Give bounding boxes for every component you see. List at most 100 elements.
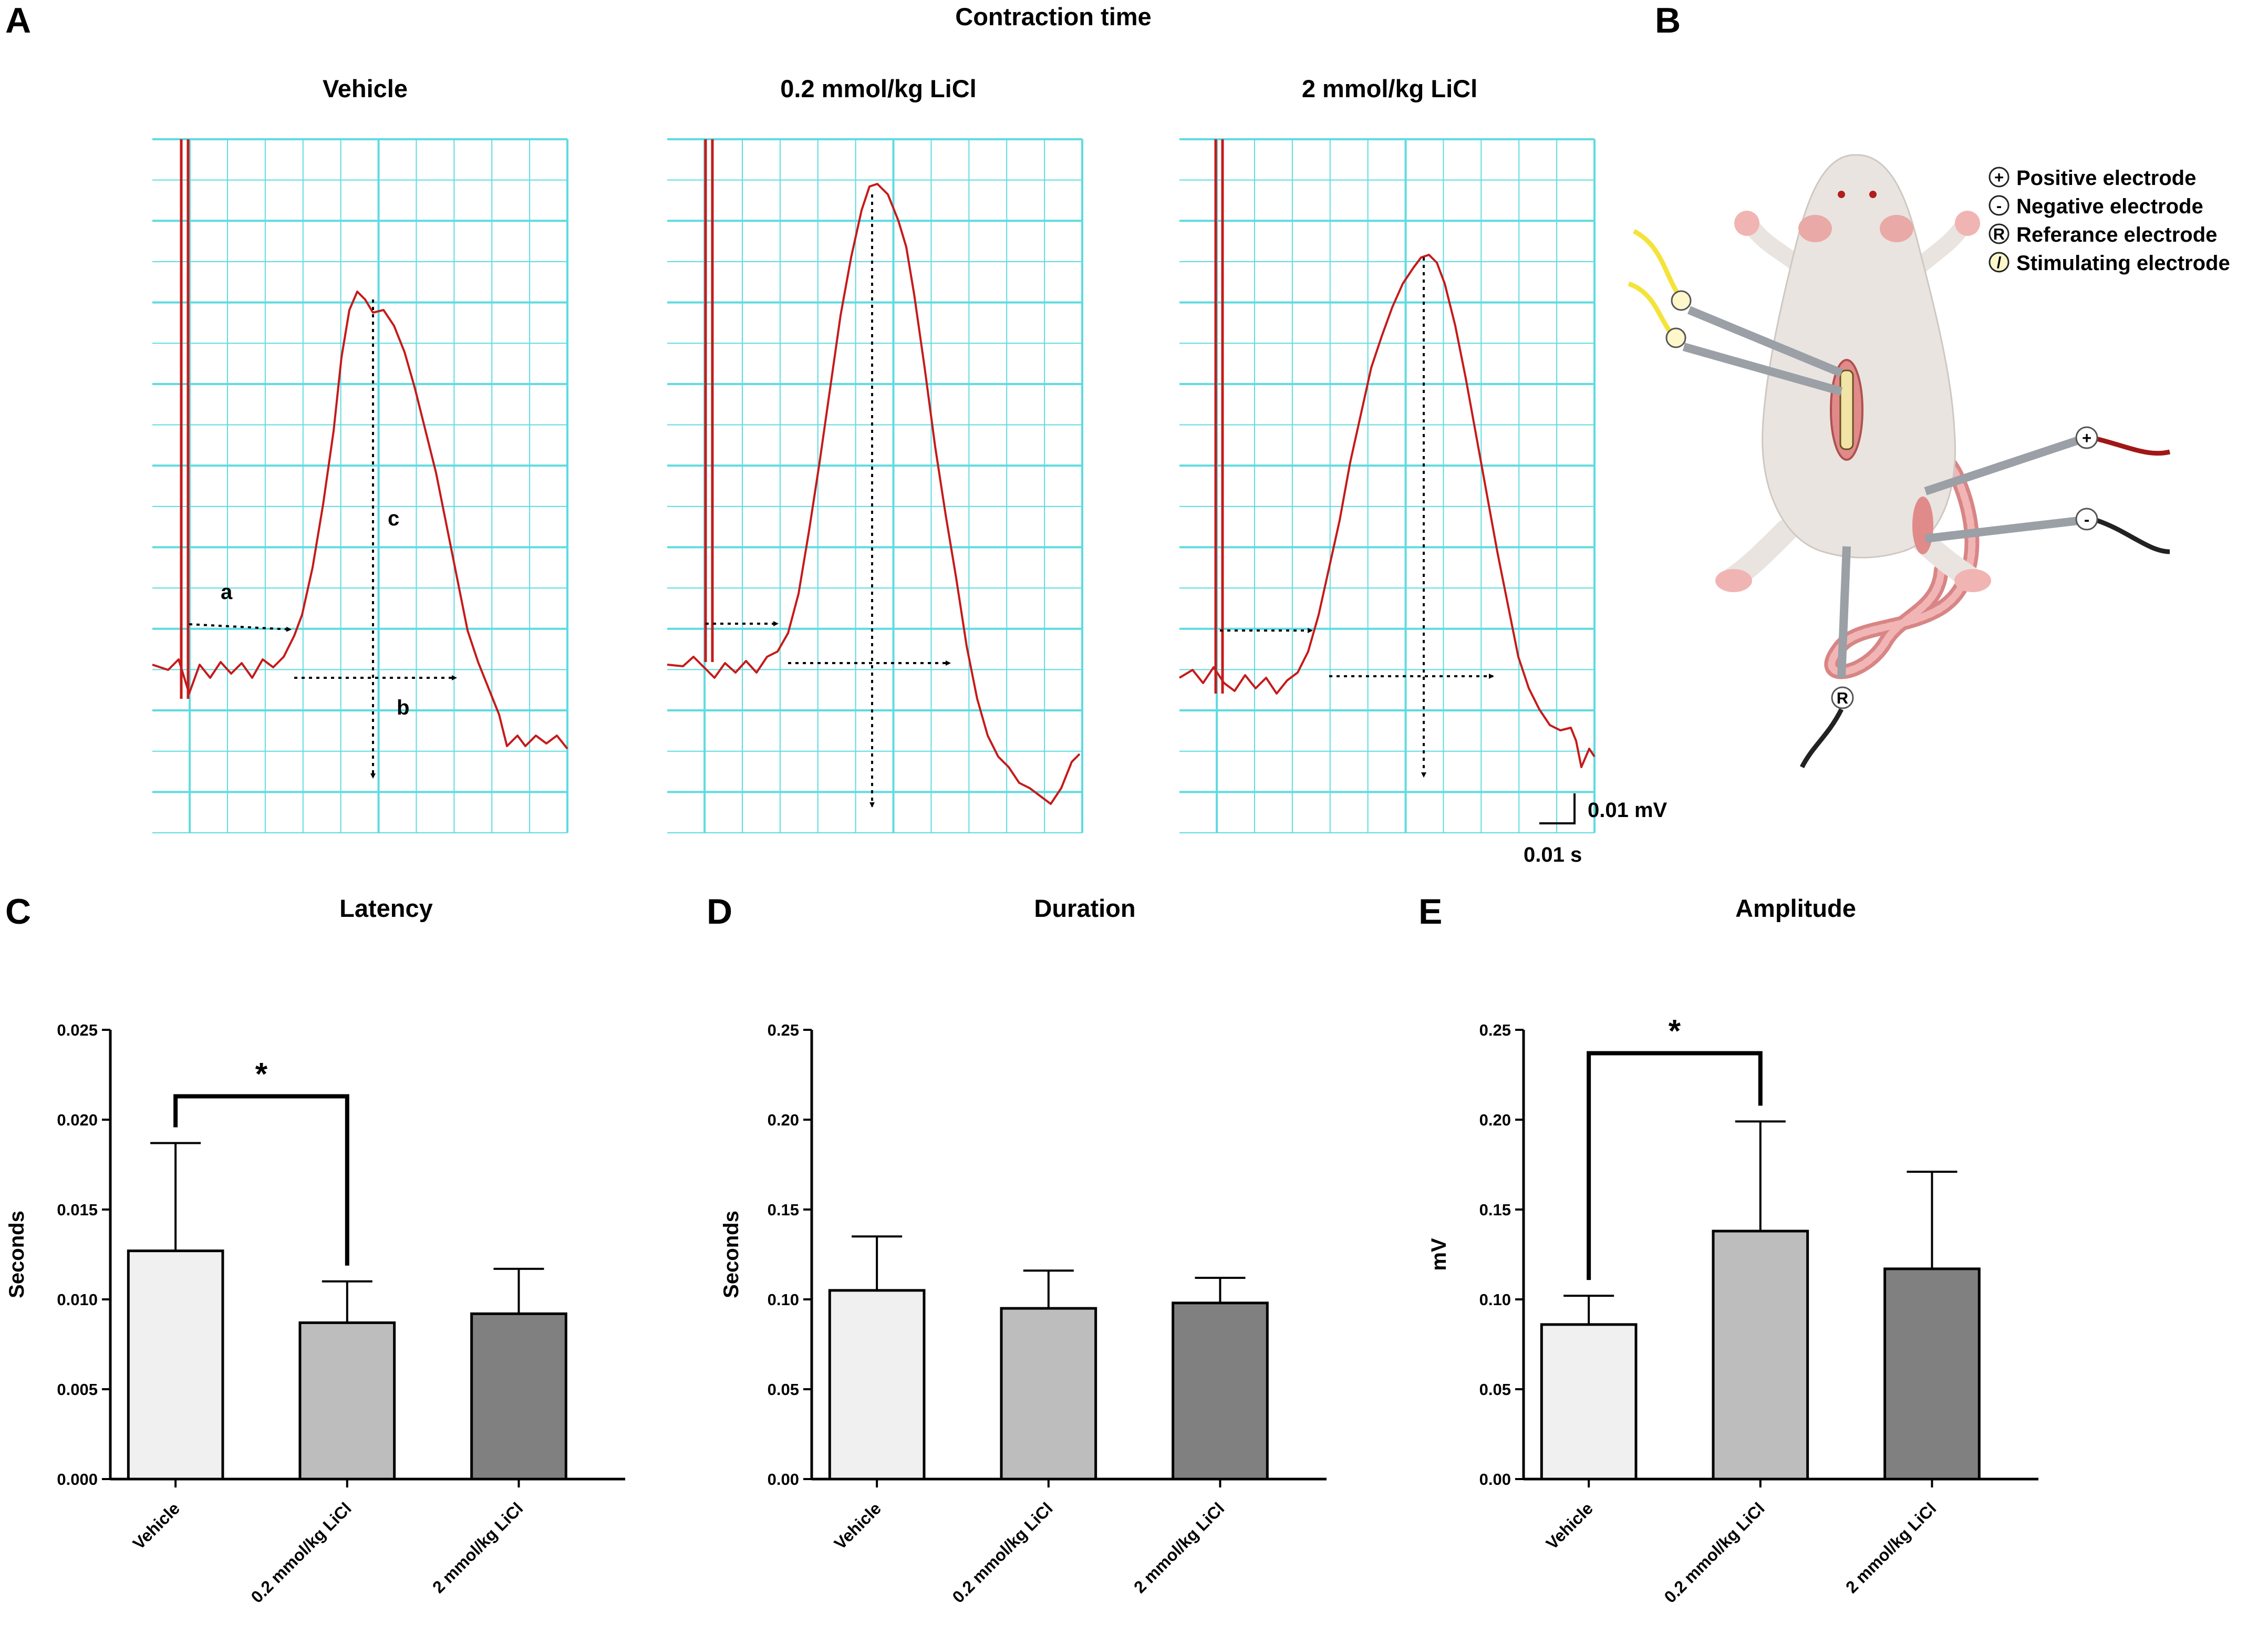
panel-letter-d: D — [707, 892, 732, 932]
panel-letter-b: B — [1655, 1, 1681, 40]
y-tick-label: 0.15 — [1479, 1201, 1511, 1219]
bar — [1883, 1267, 1981, 1481]
rat-ear — [1880, 215, 1913, 242]
x-tick-label: 2 mmol/kg LiCl — [1842, 1499, 1940, 1596]
y-tick-label: 0.00 — [768, 1470, 799, 1489]
legend-reference-label: Referance electrode — [2016, 223, 2217, 246]
bar — [1712, 1229, 1809, 1481]
emg-trace-vehicle — [152, 291, 568, 750]
trace-title-high-dose: 2 mmol/kg LiCl — [1302, 75, 1477, 102]
y-tick-label: 0.020 — [57, 1111, 98, 1129]
reference-electrode-icon — [1989, 223, 2010, 244]
x-tick-label: 0.2 mmol/kg LiCl — [1660, 1499, 1768, 1606]
x-tick-label: 2 mmol/kg LiCl — [429, 1499, 526, 1596]
trace-grid-low-dose — [667, 138, 1083, 833]
scale-bar: 0.01 mV 0.01 s — [1524, 793, 1668, 866]
rat-body — [1762, 154, 1956, 559]
negative-electrode-probe — [1925, 516, 2084, 543]
bar — [1172, 1301, 1269, 1481]
bar — [127, 1249, 224, 1481]
rat-eye — [1869, 191, 1877, 198]
traces-main-title: Contraction time — [955, 3, 1151, 30]
reference-electrode-icon — [1831, 686, 1854, 709]
bar — [470, 1312, 567, 1481]
trace-panel-low-dose: 0.2 mmol/kg LiCl — [667, 75, 1083, 833]
y-tick-label: 0.25 — [1479, 1021, 1511, 1039]
y-axis-label: mV — [1427, 1238, 1451, 1271]
y-tick-label: 0.000 — [57, 1470, 98, 1489]
trace-label-c: c — [388, 507, 399, 530]
legend-symbol: + — [1994, 168, 2004, 187]
chart-duration: Duration Seconds 0.00 0.05 0.10 0.15 0.20 0.25 V… — [720, 894, 1327, 1607]
emg-trace-low-dose — [667, 183, 1081, 805]
y-tick-label: 0.20 — [1479, 1111, 1511, 1129]
negative-electrode-mark: - — [2084, 510, 2089, 529]
emg-trace-high-dose — [1178, 254, 1596, 768]
reference-electrode-mark: R — [1837, 689, 1848, 707]
scale-bar-voltage: 0.01 mV — [1588, 799, 1668, 822]
x-tick-label: Vehicle — [129, 1499, 183, 1553]
y-tick-label: 0.015 — [57, 1201, 98, 1219]
significance-star: * — [1669, 1013, 1681, 1048]
chart-title: Latency — [339, 894, 433, 922]
trace-panel-vehicle: Vehicle a b c — [152, 75, 568, 833]
rat-paw — [1715, 569, 1752, 592]
trace-label-a: a — [221, 581, 233, 604]
panel-letter-c: C — [5, 892, 31, 932]
rat-paw — [1734, 211, 1759, 236]
chart-title: Duration — [1034, 894, 1135, 922]
legend-symbol: / — [1997, 253, 2002, 272]
x-tick-label: 2 mmol/kg LiCl — [1130, 1499, 1228, 1596]
negative-electrode-icon — [1989, 195, 2010, 216]
negative-electrode-icon — [2075, 508, 2098, 531]
significance-bracket — [1587, 1051, 1763, 1280]
rat-paw — [1955, 211, 1980, 236]
electrode-legend: + Positive electrode - Negative electrod… — [1989, 167, 2230, 275]
trace-panels: Vehicle a b c 0.2 mmol/kg LiCl 2 mmol/kg… — [152, 75, 1668, 866]
bar — [1000, 1307, 1097, 1481]
stimulating-electrode-probe — [1687, 306, 1844, 377]
significance-bracket — [173, 1094, 349, 1266]
y-tick-label: 0.10 — [768, 1290, 799, 1309]
x-tick-label: 0.2 mmol/kg LiCl — [247, 1499, 355, 1606]
rat-eye — [1838, 191, 1845, 198]
stimulating-electrode-probe — [1682, 343, 1843, 396]
trace-panel-high-dose: 2 mmol/kg LiCl — [1178, 75, 1596, 833]
legend-symbol: R — [1993, 225, 2005, 243]
scale-bar-lines — [1539, 793, 1576, 824]
bar — [1540, 1323, 1638, 1481]
stimulating-electrode-icon — [1671, 290, 1692, 311]
panel-letter-a: A — [5, 1, 31, 40]
y-axis-label: Seconds — [5, 1211, 28, 1298]
y-tick-label: 0.05 — [768, 1380, 799, 1399]
y-tick-label: 0.20 — [768, 1111, 799, 1129]
trace-grid-vehicle — [152, 138, 568, 833]
panel-letter-e: E — [1418, 892, 1442, 932]
x-tick-label: Vehicle — [831, 1499, 885, 1553]
bar — [298, 1321, 396, 1481]
negative-wire — [2095, 518, 2170, 554]
significance-star: * — [255, 1057, 268, 1092]
reference-wire — [1799, 708, 1844, 769]
y-tick-label: 0.10 — [1479, 1290, 1511, 1309]
y-tick-label: 0.25 — [768, 1021, 799, 1039]
y-axis-label: Seconds — [720, 1211, 743, 1298]
legend-stimulating-label: Stimulating electrode — [2016, 252, 2230, 275]
exposed-sciatic-nerve — [1839, 369, 1854, 450]
y-tick-label: 0.00 — [1479, 1470, 1511, 1489]
legend-positive-label: Positive electrode — [2016, 167, 2196, 190]
x-tick-label: 0.2 mmol/kg LiCl — [948, 1499, 1056, 1606]
latency-arrow-a — [189, 623, 292, 632]
positive-electrode-icon — [2075, 426, 2098, 449]
chart-latency: Latency Seconds 0.000 0.005 0.010 0.015 0.020 0… — [5, 894, 625, 1607]
gastrocnemius-muscle — [1912, 497, 1933, 554]
stimulating-electrode-icon — [1665, 327, 1686, 348]
trace-title-low-dose: 0.2 mmol/kg LiCl — [780, 75, 976, 102]
rat-paw — [1954, 569, 1991, 592]
chart-title: Amplitude — [1735, 894, 1856, 922]
reference-electrode-probe — [1837, 546, 1851, 678]
trace-label-b: b — [397, 696, 409, 719]
rat-electrode-diagram: + - R + Positive electrode - Negative el… — [1628, 154, 2230, 769]
positive-electrode-probe — [1924, 435, 2085, 495]
